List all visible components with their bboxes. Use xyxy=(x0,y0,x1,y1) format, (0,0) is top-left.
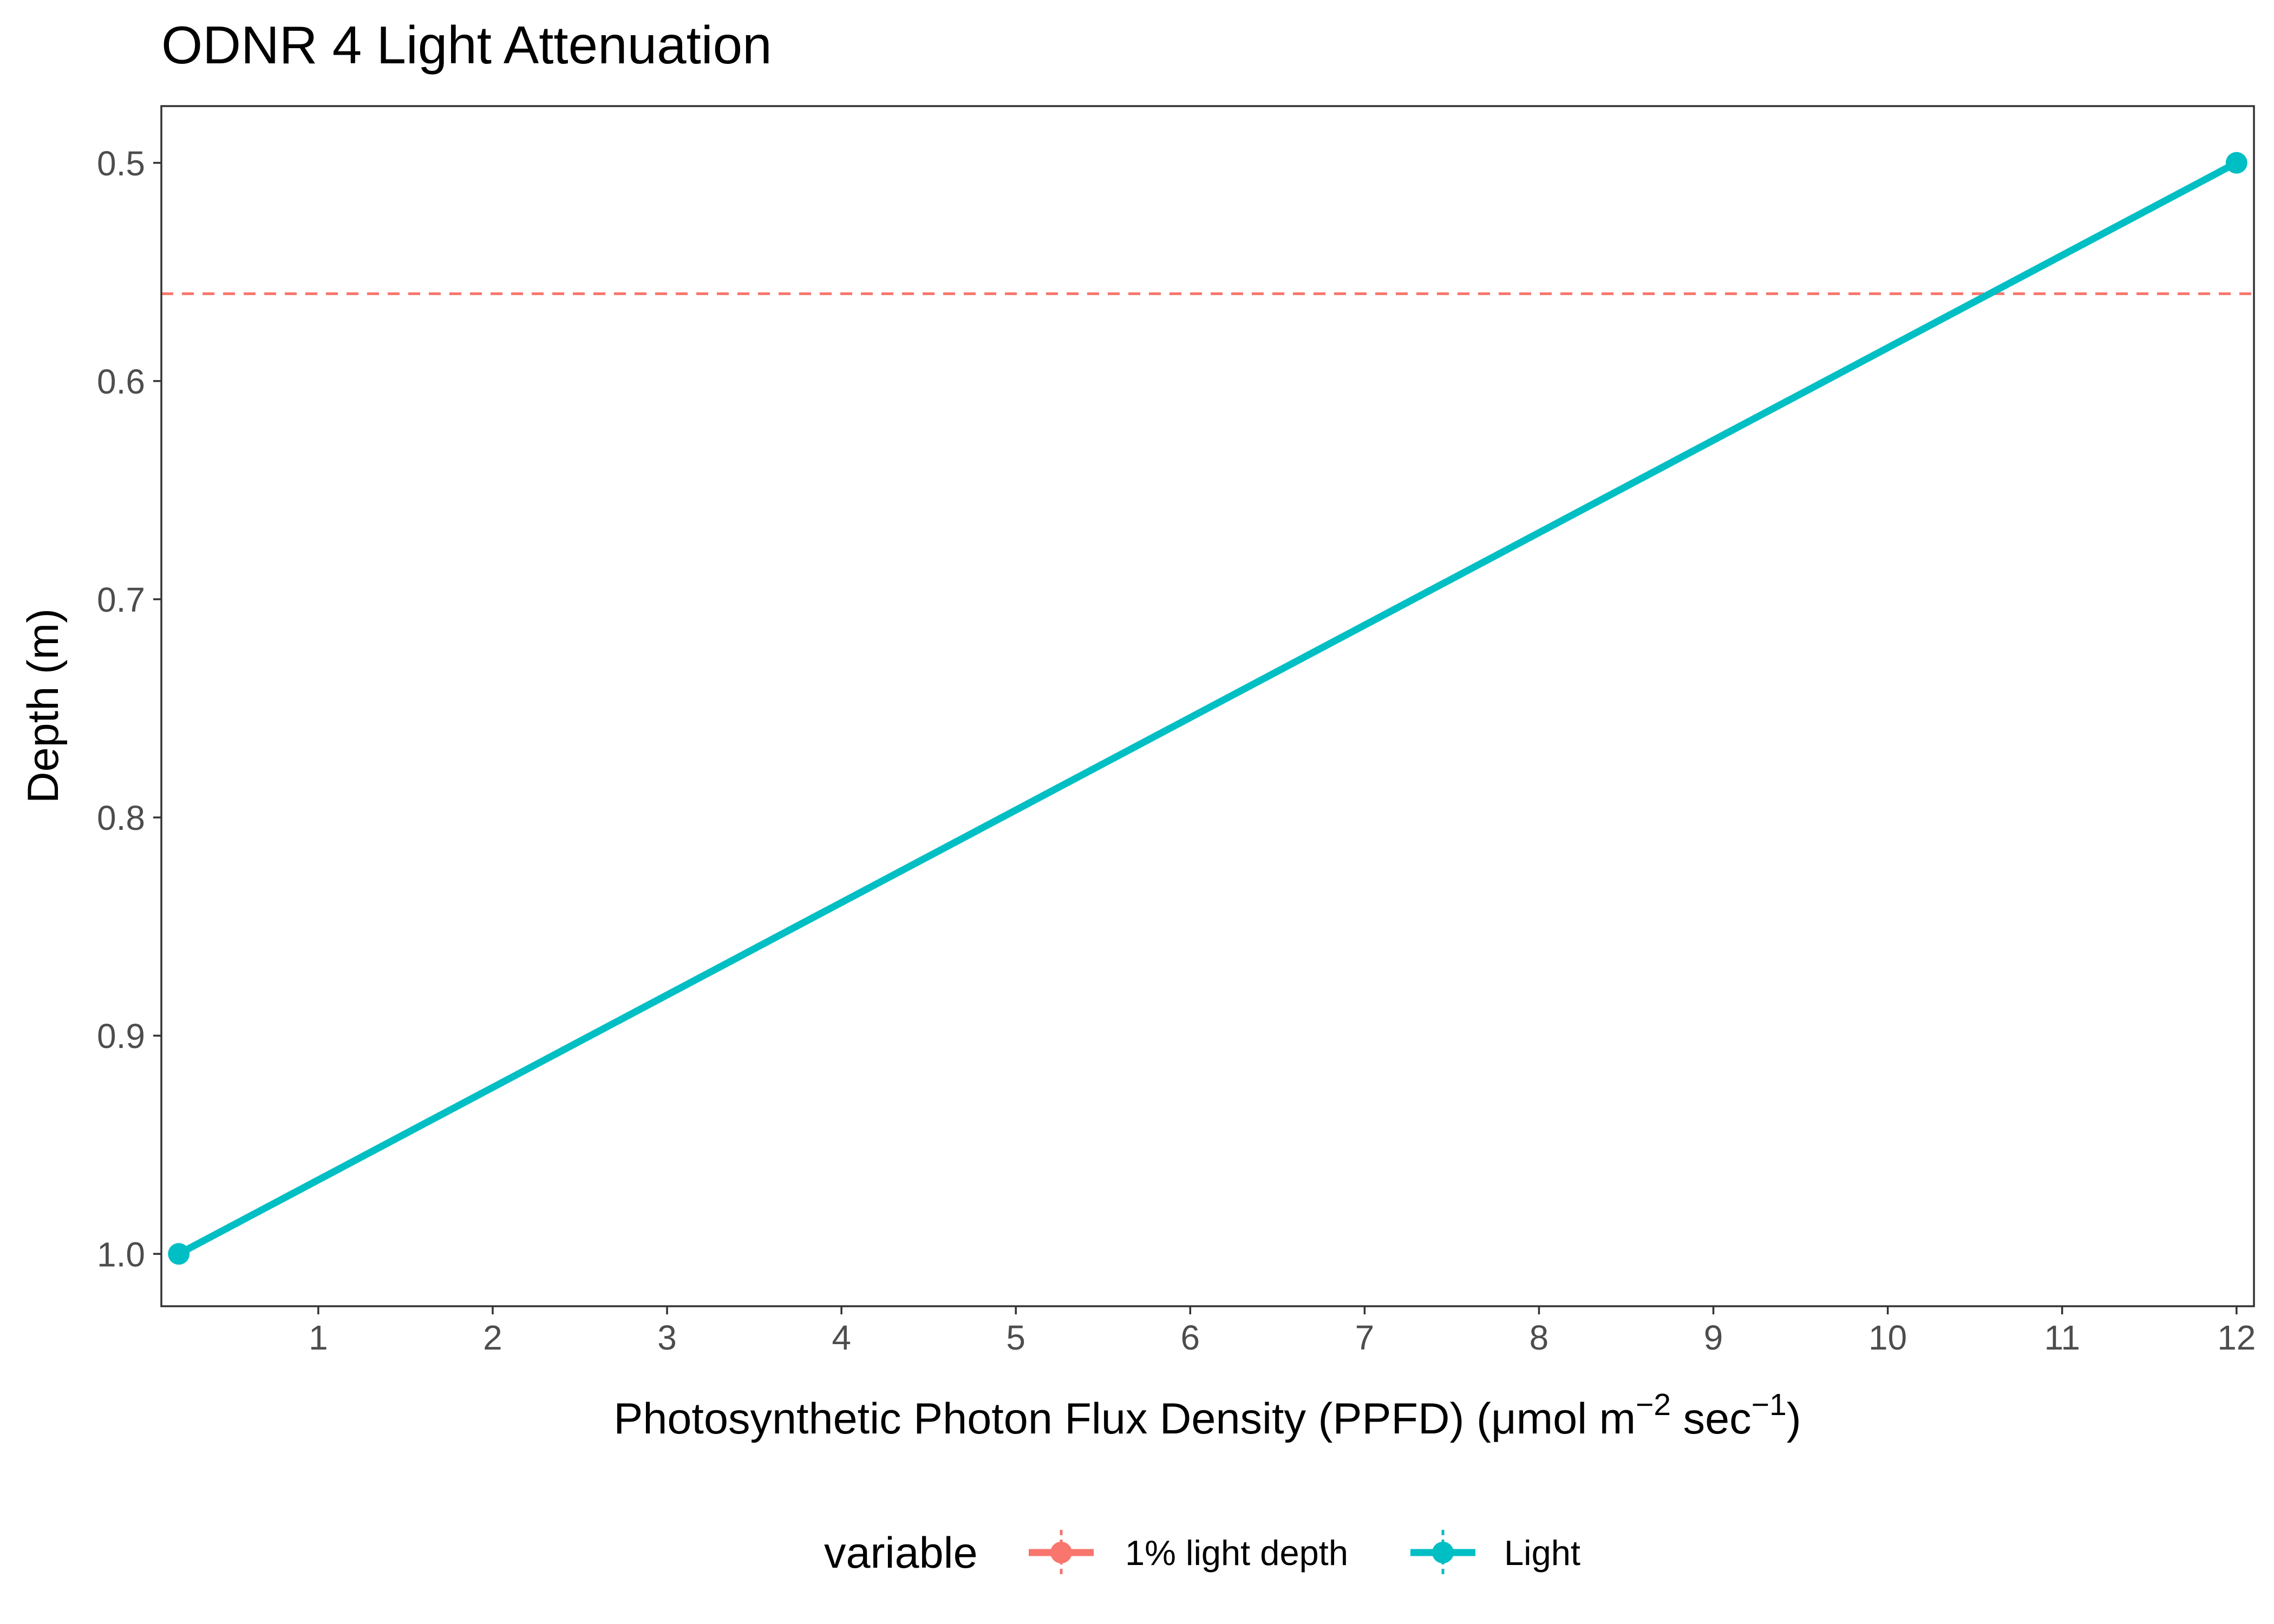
legend-label-light: Light xyxy=(1504,1533,1580,1573)
chart-title: ODNR 4 Light Attenuation xyxy=(161,15,772,75)
x-tick-label-5: 5 xyxy=(1006,1318,1025,1357)
x-tick-label-7: 7 xyxy=(1355,1318,1375,1357)
x-axis-title-sup2: −1 xyxy=(1752,1387,1787,1422)
y-tick-label-5: 1.0 xyxy=(97,1235,145,1274)
x-tick-label-4: 4 xyxy=(832,1318,851,1357)
y-tick-label-2: 0.7 xyxy=(97,580,145,619)
x-axis-title: Photosynthetic Photon Flux Density (PPFD… xyxy=(613,1387,1801,1443)
x-tick-label-1: 1 xyxy=(309,1318,328,1357)
legend: variable 1% light depth Light xyxy=(824,1529,1580,1577)
x-tick-label-12: 12 xyxy=(2217,1318,2256,1357)
x-tick-label-2: 2 xyxy=(483,1318,502,1357)
legend-key-1pct-point xyxy=(1050,1542,1072,1563)
y-axis: 0.5 0.6 0.7 0.8 0.9 1.0 xyxy=(97,144,161,1274)
y-axis-title: Depth (m) xyxy=(19,608,68,803)
panel-border xyxy=(160,105,2255,1307)
x-axis-title-sup1: −2 xyxy=(1636,1387,1671,1422)
y-tick-label-4: 0.9 xyxy=(97,1017,145,1056)
y-tick-label-3: 0.8 xyxy=(97,798,145,837)
x-axis-title-mid: sec xyxy=(1671,1394,1752,1443)
x-tick-label-8: 8 xyxy=(1530,1318,1549,1357)
y-tick-label-0: 0.5 xyxy=(97,144,145,183)
x-axis-title-main: Photosynthetic Photon Flux Density (PPFD… xyxy=(613,1394,1636,1443)
series-light-point-1 xyxy=(2225,152,2247,174)
x-tick-label-10: 10 xyxy=(1868,1318,1907,1357)
y-tick-label-1: 0.6 xyxy=(97,362,145,401)
legend-key-light xyxy=(1410,1530,1475,1575)
series-light-point-0 xyxy=(168,1243,190,1265)
legend-title: variable xyxy=(824,1529,978,1577)
plot-area xyxy=(161,152,2254,1265)
x-axis: 1 2 3 4 5 6 7 8 9 10 11 12 xyxy=(309,1306,2256,1357)
x-tick-label-3: 3 xyxy=(657,1318,677,1357)
x-axis-title-end: ) xyxy=(1787,1394,1801,1443)
x-tick-label-9: 9 xyxy=(1704,1318,1723,1357)
legend-key-light-point xyxy=(1432,1542,1454,1563)
x-tick-label-11: 11 xyxy=(2044,1318,2080,1357)
series-light-line xyxy=(177,160,2238,1258)
legend-key-1pct-light-depth xyxy=(1029,1530,1094,1575)
legend-label-1pct-light-depth: 1% light depth xyxy=(1125,1533,1348,1573)
x-tick-label-6: 6 xyxy=(1180,1318,1200,1357)
